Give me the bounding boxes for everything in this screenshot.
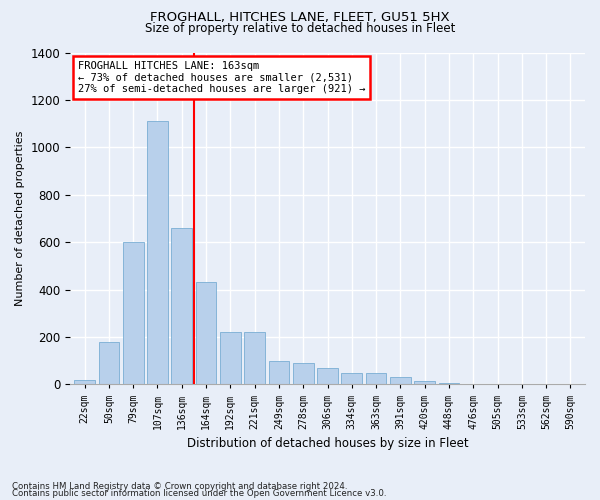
- Text: FROGHALL HITCHES LANE: 163sqm
← 73% of detached houses are smaller (2,531)
27% o: FROGHALL HITCHES LANE: 163sqm ← 73% of d…: [78, 61, 365, 94]
- Bar: [147, 121, 168, 384]
- Bar: [244, 332, 265, 384]
- Bar: [220, 332, 241, 384]
- Bar: [390, 378, 411, 384]
- Bar: [366, 372, 386, 384]
- Bar: [415, 381, 435, 384]
- Bar: [439, 383, 459, 384]
- Bar: [269, 360, 289, 384]
- Y-axis label: Number of detached properties: Number of detached properties: [15, 131, 25, 306]
- Text: Size of property relative to detached houses in Fleet: Size of property relative to detached ho…: [145, 22, 455, 35]
- Bar: [74, 380, 95, 384]
- Bar: [317, 368, 338, 384]
- Bar: [293, 363, 314, 384]
- Text: Contains public sector information licensed under the Open Government Licence v3: Contains public sector information licen…: [12, 490, 386, 498]
- Bar: [172, 228, 192, 384]
- Bar: [98, 342, 119, 384]
- Text: Contains HM Land Registry data © Crown copyright and database right 2024.: Contains HM Land Registry data © Crown c…: [12, 482, 347, 491]
- Text: FROGHALL, HITCHES LANE, FLEET, GU51 5HX: FROGHALL, HITCHES LANE, FLEET, GU51 5HX: [150, 12, 450, 24]
- Bar: [341, 372, 362, 384]
- Bar: [123, 242, 143, 384]
- X-axis label: Distribution of detached houses by size in Fleet: Distribution of detached houses by size …: [187, 437, 469, 450]
- Bar: [196, 282, 217, 384]
